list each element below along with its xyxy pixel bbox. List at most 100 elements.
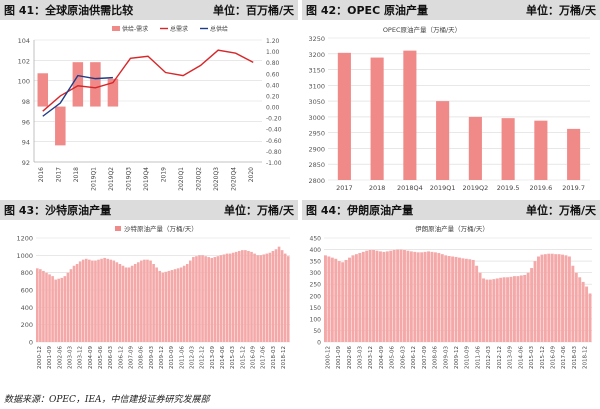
bar-saudi-production: [210, 257, 214, 342]
bar-saudi-production: [60, 277, 64, 342]
x-tick-label: 2000-12: [37, 346, 43, 369]
bar-saudi-production: [179, 267, 183, 342]
bar-saudi-production: [48, 274, 51, 342]
x-tick-label: 2006-12: [411, 346, 417, 369]
y-tick-label: 100: [310, 316, 322, 323]
y-tick-label: 3250: [308, 35, 325, 43]
bar-saudi-production: [78, 261, 82, 342]
y-tick-label-right: 0.00: [266, 105, 280, 112]
y-tick-label: 0: [317, 340, 321, 347]
y-tick-label: 200: [21, 321, 33, 329]
bar-saudi-production: [81, 259, 85, 342]
y-tick-label-right: -0.60: [266, 138, 282, 145]
bar-iran-production: [543, 254, 547, 342]
bar-iran-production: [530, 268, 534, 342]
bar-iran-production: [482, 278, 485, 342]
bar-saudi-production: [100, 258, 103, 342]
bar-saudi-production: [247, 251, 250, 342]
x-tick-label: 2019Q1: [90, 167, 97, 191]
bar-saudi-production: [213, 257, 217, 342]
bar-iran-production: [413, 251, 417, 342]
bar-iran-production: [358, 253, 362, 342]
bar-iran-production: [327, 256, 331, 342]
bar-saudi-production: [127, 267, 131, 342]
y-tick-label: 2800: [308, 177, 325, 185]
bar-iran-production: [585, 286, 589, 342]
bar-saudi-production: [94, 260, 97, 342]
x-tick-label: 2016-09: [550, 346, 556, 369]
bar-saudi-production: [219, 255, 223, 342]
bar-saudi-production: [189, 260, 192, 342]
bar-iran-production: [334, 258, 338, 342]
figure-title-44: 图 44：伊朗原油产量: [306, 204, 414, 217]
x-tick-label: 2015-03: [529, 346, 535, 369]
figure-title-43: 图 43：沙特原油产量: [4, 204, 112, 217]
bar-saudi-production: [244, 250, 247, 342]
x-tick-label: 2020Q3: [213, 167, 220, 191]
bar-saudi-production: [207, 257, 210, 342]
x-tick-label: 2019Q4: [143, 167, 150, 191]
bar-iran-production: [478, 272, 482, 342]
x-tick-label: 2019Q2: [462, 184, 488, 192]
y-tick-label-left: 104: [18, 37, 30, 45]
bar-iran-production: [533, 261, 537, 342]
legend-label: 总供给: [210, 25, 228, 33]
bar-iran-production: [506, 277, 510, 342]
bar-saudi-production: [118, 264, 122, 342]
bar-saudi-production: [176, 268, 180, 342]
bar-iran-production: [351, 255, 355, 342]
bar-saudi-production: [75, 264, 79, 342]
bar-saudi-production: [106, 258, 109, 342]
bar-opec-production: [403, 50, 417, 180]
bar-iran-production: [578, 277, 582, 342]
bar-iran-production: [495, 278, 499, 342]
legend-swatch: [115, 226, 121, 231]
chart-panel-42: 图 42：OPEC 原油产量 单位：万桶/天 OPEC原油产量（万桶/天） 280…: [302, 0, 600, 196]
x-tick-label: 2009-03: [149, 346, 155, 369]
bar-saudi-production: [241, 250, 244, 342]
x-tick-label: 2007-09: [129, 346, 135, 369]
bar-saudi-production: [88, 259, 91, 342]
bar-opec-production: [370, 57, 384, 180]
y-tick-label-right: -0.40: [266, 127, 282, 134]
bar-saudi-production: [216, 256, 220, 342]
y-tick-label: 400: [310, 247, 322, 254]
x-tick-label: 2006-12: [118, 346, 124, 369]
x-tick-label: 2020Q1: [178, 167, 185, 191]
x-tick-label: 2015-12: [240, 346, 246, 369]
bar-saudi-production: [39, 269, 42, 342]
figure-unit-42: 单位：万桶/天: [525, 4, 596, 17]
y-tick-label: 300: [310, 270, 322, 277]
bar-iran-production: [588, 293, 592, 342]
bar-iran-production: [454, 256, 458, 342]
chart-panel-43: 图 43：沙特原油产量 单位：万桶/天 0 200 400 600 800 1000 120…: [0, 200, 298, 390]
bar-iran-production: [433, 252, 437, 342]
bar-saudi-production: [158, 270, 162, 342]
x-tick-label: 2014-06: [518, 346, 524, 369]
bar-iran-production: [375, 250, 379, 342]
bar-saudi-production: [262, 254, 266, 342]
x-tick-label: 2019.5: [497, 184, 520, 192]
bar-saudi-production: [91, 260, 94, 342]
bar-supply-demand: [72, 62, 84, 107]
y-tick-label-right: 0.60: [266, 71, 280, 78]
x-tick-label: 2018-03: [572, 346, 578, 369]
x-tick-label: 2017-06: [261, 346, 267, 369]
bar-iran-production: [420, 252, 424, 342]
x-tick-label: 2003-03: [68, 346, 74, 369]
bar-saudi-production: [201, 255, 204, 342]
y-tick-label: 3050: [308, 98, 325, 106]
x-tick-label: 2006-03: [108, 346, 114, 369]
x-tick-label: 2012-03: [189, 346, 195, 369]
bar-saudi-production: [97, 259, 100, 342]
bar-saudi-production: [133, 264, 137, 342]
legend-label: 沙特原油产量（万桶/天）: [124, 224, 198, 233]
legend-swatch: [112, 26, 120, 31]
source-note: 数据来源：OPEC，IEA，中信建投证券研究发展部: [4, 395, 210, 405]
figure-header-41: 图 41：全球原油供需比较 单位：百万桶/天: [0, 0, 298, 20]
y-tick-label-left: 96: [22, 118, 30, 126]
y-tick-label: 50: [313, 328, 321, 335]
bar-saudi-production: [45, 272, 48, 342]
y-tick-label-right: -1.00: [266, 160, 282, 167]
bar-iran-production: [509, 276, 513, 342]
